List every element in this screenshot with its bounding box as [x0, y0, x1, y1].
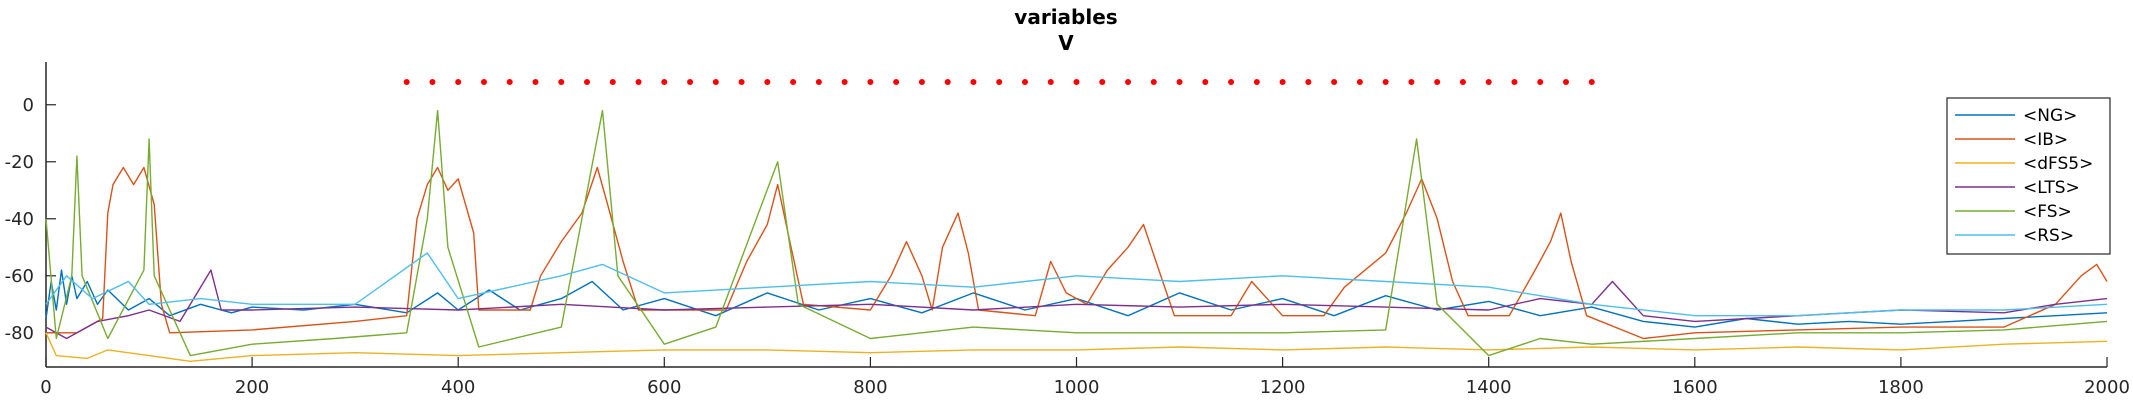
legend-box — [1946, 97, 2111, 255]
marker-point — [815, 78, 822, 85]
series-line-1 — [46, 166, 2108, 340]
marker-point — [403, 78, 410, 85]
marker-point — [687, 78, 694, 85]
legend-label: <NG> — [2023, 106, 2077, 126]
series-layer — [45, 78, 2108, 362]
marker-point — [790, 78, 797, 85]
marker-point — [532, 78, 539, 85]
marker-point — [609, 78, 616, 85]
marker-point — [1228, 78, 1235, 85]
series-line-2 — [45, 332, 2108, 362]
marker-point — [429, 78, 436, 85]
marker-point — [738, 78, 745, 85]
legend-label: <LTS> — [2023, 178, 2080, 198]
marker-point — [893, 78, 900, 85]
marker-point — [1202, 78, 1209, 85]
marker-point — [1279, 78, 1286, 85]
marker-point — [867, 78, 874, 85]
y-tick-label: 0 — [23, 95, 34, 116]
marker-point — [1305, 78, 1312, 85]
legend-label: <IB> — [2023, 130, 2068, 150]
x-tick-label: 1600 — [1672, 377, 1718, 398]
legend: <NG> <IB> <dFS5> <LTS> <FS> <RS> — [1946, 97, 2111, 255]
marker-point — [1331, 78, 1338, 85]
marker-point — [558, 78, 565, 85]
chart-title-line-1: variables — [1014, 5, 1117, 29]
marker-point — [480, 78, 487, 85]
marker-point — [1150, 78, 1157, 85]
marker-point — [1073, 78, 1080, 85]
y-tick-label: -20 — [5, 152, 34, 173]
marker-point — [1537, 78, 1544, 85]
chart-title-line-2: V — [1058, 31, 1074, 55]
axes: 0 200 400 600 800 1000 1200 1400 1600 1800 2000 0 -2… — [5, 62, 2130, 398]
series-line-5 — [45, 252, 2108, 317]
x-tick-label: 0 — [40, 377, 51, 398]
marker-point — [1047, 78, 1054, 85]
marker-point — [944, 78, 951, 85]
series-line-3 — [45, 269, 2108, 340]
x-tick-label: 800 — [853, 377, 887, 398]
marker-point — [584, 78, 591, 85]
marker-series — [403, 78, 1595, 85]
marker-point — [841, 78, 848, 85]
marker-point — [1382, 78, 1389, 85]
y-tick-label: -60 — [5, 266, 34, 287]
marker-point — [1099, 78, 1106, 85]
marker-point — [1176, 78, 1183, 85]
legend-label: <FS> — [2023, 202, 2072, 222]
x-tick-label: 1800 — [1878, 377, 1924, 398]
marker-point — [635, 78, 642, 85]
marker-point — [764, 78, 771, 85]
x-tick-label: 400 — [441, 377, 475, 398]
marker-point — [1588, 78, 1595, 85]
marker-point — [918, 78, 925, 85]
x-tick-label: 1000 — [1054, 377, 1100, 398]
marker-point — [1562, 78, 1569, 85]
marker-point — [996, 78, 1003, 85]
series-line-0 — [45, 269, 2108, 328]
legend-label: <dFS5> — [2023, 154, 2093, 174]
x-tick-label: 1400 — [1466, 377, 1512, 398]
x-tick-label: 600 — [647, 377, 681, 398]
marker-point — [1021, 78, 1028, 85]
marker-point — [455, 78, 462, 85]
legend-label: <RS> — [2023, 226, 2074, 246]
marker-point — [506, 78, 513, 85]
x-tick-label: 1200 — [1260, 377, 1306, 398]
marker-point — [1253, 78, 1260, 85]
marker-point — [712, 78, 719, 85]
marker-point — [1125, 78, 1132, 85]
marker-point — [1408, 78, 1415, 85]
y-tick-label: -40 — [5, 209, 34, 230]
marker-point — [970, 78, 977, 85]
x-tick-label: 2000 — [2084, 377, 2130, 398]
marker-point — [1485, 78, 1492, 85]
x-tick-label: 200 — [235, 377, 269, 398]
marker-point — [1459, 78, 1466, 85]
marker-point — [1511, 78, 1518, 85]
marker-point — [1356, 78, 1363, 85]
marker-point — [1434, 78, 1441, 85]
marker-point — [661, 78, 668, 85]
y-tick-label: -80 — [5, 323, 34, 344]
series-line-4 — [45, 109, 2108, 357]
